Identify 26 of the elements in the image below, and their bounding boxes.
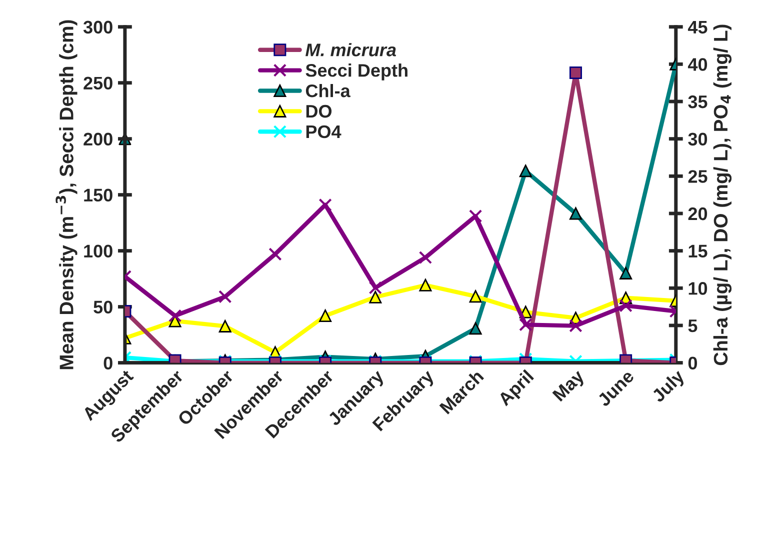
legend-label: PO4: [306, 125, 342, 138]
y-axis-title: Mean Density (m$^{−3}$), Secci Depth (cm): [56, 20, 78, 370]
y2-tick-label: 25: [688, 170, 708, 183]
y-tick-label: 50: [94, 300, 112, 314]
y2-tick-label: 45: [688, 20, 708, 34]
y-tick-label: 200: [84, 132, 112, 146]
legend-label: DO: [306, 104, 332, 118]
legend-label: M. micrura: [306, 43, 396, 56]
x-tick-label: May: [552, 368, 588, 404]
y2-tick-label: 20: [688, 207, 708, 220]
y-tick-label: 250: [84, 76, 112, 90]
y2-tick-label: 10: [688, 282, 708, 295]
y2-tick-label: 35: [688, 95, 708, 108]
y-tick-label: 0: [104, 356, 112, 370]
legend-label: Secci Depth: [306, 64, 408, 80]
y-tick-label: 300: [83, 20, 112, 34]
y2-tick-label: 40: [688, 58, 708, 71]
y2-axis-title: Chl-a (µg/ L), DO (mg/ L), PO$_{4}$ (mg/ L): [713, 24, 732, 366]
y2-tick-label: 15: [688, 244, 708, 258]
y-tick-label: 150: [84, 188, 112, 202]
y2-tick-label: 5: [688, 320, 698, 332]
legend-label: Chl-a: [306, 84, 350, 98]
x-tick-label: July: [650, 368, 688, 406]
y2-tick-label: 30: [688, 132, 708, 146]
y2-tick-label: 0: [688, 356, 698, 370]
y-tick-label: 100: [84, 244, 112, 258]
